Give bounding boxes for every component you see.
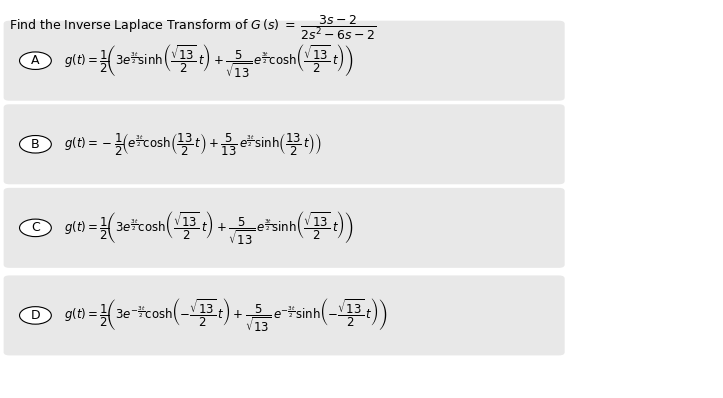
FancyBboxPatch shape	[4, 188, 565, 268]
Circle shape	[20, 219, 51, 236]
Text: $g(t) = \dfrac{1}{2}\!\left(3e^{\frac{3t}{2}}\sinh\!\left(\dfrac{\sqrt{13}}{2}\,: $g(t) = \dfrac{1}{2}\!\left(3e^{\frac{3t…	[64, 42, 354, 80]
FancyBboxPatch shape	[4, 21, 565, 101]
FancyBboxPatch shape	[4, 275, 565, 355]
FancyBboxPatch shape	[4, 104, 565, 184]
Text: $g(t) = \dfrac{1}{2}\!\left(3e^{-\frac{3t}{2}}\cosh\!\left(-\dfrac{\sqrt{13}}{2}: $g(t) = \dfrac{1}{2}\!\left(3e^{-\frac{3…	[64, 297, 387, 334]
Text: D: D	[30, 309, 40, 322]
Circle shape	[20, 135, 51, 153]
Text: Find the Inverse Laplace Transform of $G\,(s)\;=\;\dfrac{3s-2}{2s^2-6s-2}$: Find the Inverse Laplace Transform of $G…	[9, 14, 377, 42]
Text: A: A	[31, 54, 40, 67]
Text: $g(t) = -\dfrac{1}{2}\!\left(e^{\frac{3t}{2}}\cosh\!\left(\dfrac{13}{2}\,t\right: $g(t) = -\dfrac{1}{2}\!\left(e^{\frac{3t…	[64, 131, 322, 157]
Text: B: B	[31, 138, 40, 151]
Text: C: C	[31, 221, 40, 234]
Circle shape	[20, 306, 51, 324]
Circle shape	[20, 52, 51, 69]
Text: $g(t) = \dfrac{1}{2}\!\left(3e^{\frac{3t}{2}}\cosh\!\left(\dfrac{\sqrt{13}}{2}\,: $g(t) = \dfrac{1}{2}\!\left(3e^{\frac{3t…	[64, 209, 354, 247]
